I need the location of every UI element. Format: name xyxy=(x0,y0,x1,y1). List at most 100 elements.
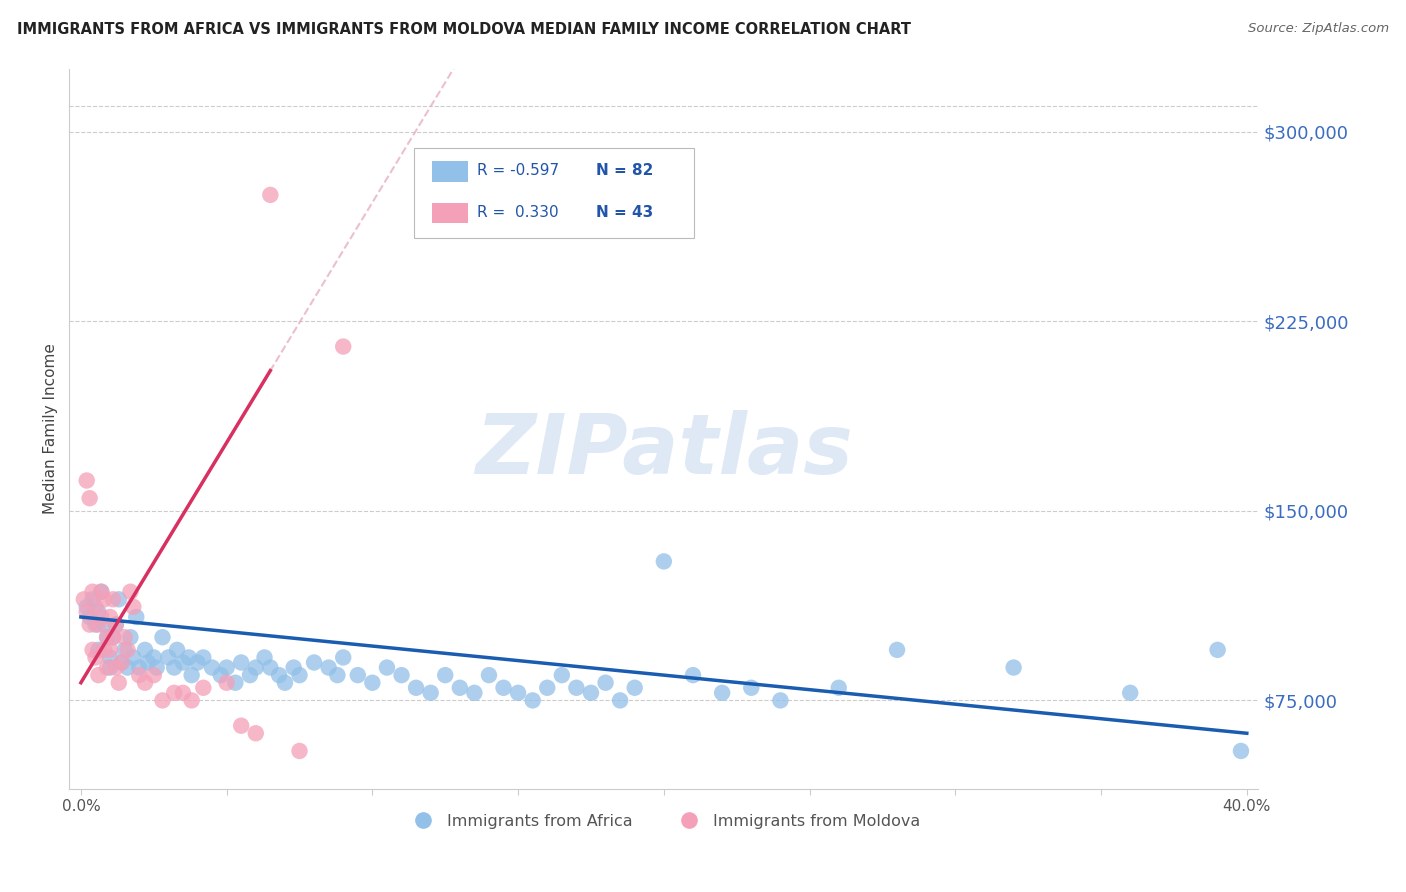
Point xyxy=(419,686,441,700)
Point xyxy=(193,650,215,665)
Point xyxy=(134,643,156,657)
Point xyxy=(239,668,262,682)
Point xyxy=(579,686,602,700)
Point xyxy=(231,656,253,670)
Point xyxy=(82,592,104,607)
Point xyxy=(215,660,238,674)
Point xyxy=(163,660,186,674)
Point xyxy=(231,719,253,733)
Point xyxy=(114,643,136,657)
Point xyxy=(595,675,617,690)
Point xyxy=(125,610,148,624)
Point xyxy=(180,693,202,707)
Point xyxy=(172,656,194,670)
Point xyxy=(740,681,762,695)
Point xyxy=(76,474,98,488)
Point xyxy=(302,656,325,670)
Point xyxy=(157,650,180,665)
Point xyxy=(87,605,110,619)
Point xyxy=(193,681,215,695)
Point xyxy=(609,693,631,707)
Point xyxy=(111,656,134,670)
Point xyxy=(177,650,200,665)
Point xyxy=(111,656,134,670)
Point xyxy=(84,617,107,632)
Point xyxy=(107,592,129,607)
Point xyxy=(90,584,112,599)
Point xyxy=(104,660,127,674)
Point xyxy=(536,681,558,695)
Point xyxy=(93,643,115,657)
Point xyxy=(682,668,704,682)
Point xyxy=(492,681,515,695)
Y-axis label: Median Family Income: Median Family Income xyxy=(44,343,58,514)
Point xyxy=(215,675,238,690)
Point xyxy=(142,668,165,682)
Text: R =  0.330: R = 0.330 xyxy=(477,205,558,220)
Point xyxy=(1119,686,1142,700)
Point xyxy=(405,681,427,695)
Point xyxy=(166,643,188,657)
Point xyxy=(96,630,118,644)
Point xyxy=(434,668,457,682)
Point xyxy=(375,660,398,674)
Point xyxy=(1230,744,1253,758)
Point xyxy=(90,584,112,599)
Text: N = 43: N = 43 xyxy=(596,205,654,220)
Point xyxy=(101,630,124,644)
Point xyxy=(551,668,574,682)
Point xyxy=(163,686,186,700)
Point xyxy=(623,681,645,695)
Point xyxy=(120,630,142,644)
Point xyxy=(96,660,118,674)
Point xyxy=(128,660,150,674)
Text: R = -0.597: R = -0.597 xyxy=(477,163,560,178)
Point xyxy=(84,650,107,665)
Point xyxy=(98,643,121,657)
Legend: Immigrants from Africa, Immigrants from Moldova: Immigrants from Africa, Immigrants from … xyxy=(401,807,927,835)
Point xyxy=(478,668,501,682)
Point xyxy=(346,668,368,682)
Point xyxy=(142,650,165,665)
FancyBboxPatch shape xyxy=(415,148,693,238)
Point xyxy=(522,693,544,707)
Point xyxy=(245,660,267,674)
Point xyxy=(326,668,349,682)
Point xyxy=(145,660,167,674)
Point xyxy=(79,617,101,632)
Point xyxy=(79,610,101,624)
Point xyxy=(1002,660,1025,674)
Point xyxy=(288,744,311,758)
Point xyxy=(104,617,127,632)
Point xyxy=(332,340,354,354)
Point xyxy=(391,668,413,682)
Point xyxy=(506,686,529,700)
Point xyxy=(269,668,291,682)
Point xyxy=(288,668,311,682)
Point xyxy=(73,592,96,607)
Point xyxy=(128,668,150,682)
Point xyxy=(134,675,156,690)
Point xyxy=(93,617,115,632)
Point xyxy=(449,681,471,695)
Point xyxy=(245,726,267,740)
Point xyxy=(828,681,851,695)
Point xyxy=(93,592,115,607)
Point xyxy=(361,675,384,690)
Point xyxy=(463,686,485,700)
Point xyxy=(101,630,124,644)
Point xyxy=(98,610,121,624)
Point xyxy=(186,656,208,670)
Point xyxy=(152,693,174,707)
Bar xyxy=(432,203,468,223)
Point xyxy=(259,660,281,674)
Point xyxy=(224,675,246,690)
Point xyxy=(98,660,121,674)
Point xyxy=(136,656,159,670)
Point xyxy=(253,650,276,665)
Text: Source: ZipAtlas.com: Source: ZipAtlas.com xyxy=(1249,22,1389,36)
Point xyxy=(87,617,110,632)
Point xyxy=(172,686,194,700)
Point xyxy=(76,599,98,614)
Point xyxy=(117,643,139,657)
